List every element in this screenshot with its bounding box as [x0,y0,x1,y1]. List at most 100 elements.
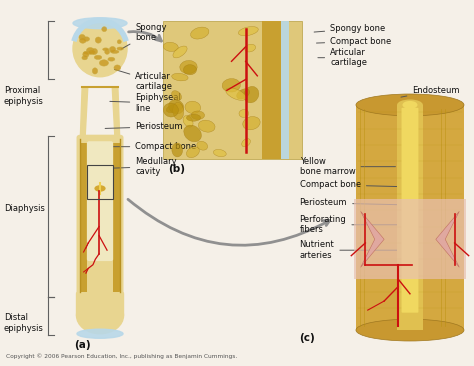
Polygon shape [361,211,384,267]
Ellipse shape [213,149,226,157]
Text: Perforating
fibers: Perforating fibers [300,215,402,235]
Text: Articular
cartilage: Articular cartilage [318,48,367,67]
Text: Compact bone: Compact bone [317,37,392,46]
Ellipse shape [83,52,89,57]
Text: Periosteum: Periosteum [300,198,400,208]
Text: (b): (b) [168,164,185,174]
Polygon shape [436,211,459,267]
FancyBboxPatch shape [354,199,466,279]
Ellipse shape [117,40,121,44]
Ellipse shape [197,141,208,150]
Ellipse shape [356,94,464,116]
Text: Proximal
epiphysis: Proximal epiphysis [4,86,44,105]
Ellipse shape [183,116,193,127]
Text: Endosteum: Endosteum [401,86,460,97]
Ellipse shape [169,100,184,114]
FancyBboxPatch shape [113,143,120,292]
Ellipse shape [83,37,90,41]
Ellipse shape [77,329,123,338]
Ellipse shape [198,120,215,132]
Ellipse shape [191,27,209,39]
Ellipse shape [100,60,109,66]
Ellipse shape [114,65,121,71]
Text: Spongy bone: Spongy bone [314,24,385,33]
Ellipse shape [103,48,109,51]
Text: Articular
cartilage: Articular cartilage [114,70,172,91]
Bar [87,165,113,199]
Ellipse shape [185,101,201,113]
Ellipse shape [86,48,94,53]
Polygon shape [80,87,88,139]
Ellipse shape [163,42,178,52]
Ellipse shape [180,60,197,74]
FancyBboxPatch shape [356,105,464,330]
Ellipse shape [88,50,96,55]
Ellipse shape [244,86,259,103]
Text: Epiphyseal
line: Epiphyseal line [110,93,181,113]
Ellipse shape [243,116,260,130]
Text: Spongy
bone: Spongy bone [121,23,167,49]
Polygon shape [113,292,120,308]
FancyBboxPatch shape [164,21,302,159]
Ellipse shape [117,47,124,50]
Ellipse shape [172,73,188,81]
FancyBboxPatch shape [401,108,419,313]
Ellipse shape [172,143,182,157]
Ellipse shape [95,37,101,43]
Ellipse shape [108,57,115,61]
Ellipse shape [186,147,200,158]
Ellipse shape [102,27,107,31]
FancyBboxPatch shape [87,141,113,261]
Polygon shape [112,87,120,139]
Ellipse shape [94,55,102,60]
Ellipse shape [166,104,182,113]
FancyBboxPatch shape [76,292,124,317]
Text: Compact bone: Compact bone [103,142,197,151]
Ellipse shape [183,65,197,75]
Text: Compact bone: Compact bone [300,180,398,189]
Text: Copyright © 2006 Pearson Education, Inc., publishing as Benjamin Cummings.: Copyright © 2006 Pearson Education, Inc.… [6,354,237,359]
Ellipse shape [92,68,98,74]
Ellipse shape [237,89,250,99]
Ellipse shape [245,44,255,52]
FancyBboxPatch shape [262,21,281,159]
Ellipse shape [402,101,418,109]
Ellipse shape [76,298,124,334]
Polygon shape [80,292,87,308]
Ellipse shape [79,34,85,40]
Text: Distal
epiphysis: Distal epiphysis [4,313,44,333]
Ellipse shape [191,111,205,119]
Ellipse shape [186,114,201,121]
Text: Medullary
cavity: Medullary cavity [105,157,177,176]
Ellipse shape [73,18,127,29]
Ellipse shape [242,139,250,147]
Text: Nutrient
arteries: Nutrient arteries [300,240,400,260]
FancyBboxPatch shape [281,21,289,159]
Ellipse shape [83,51,92,54]
Ellipse shape [173,46,187,58]
FancyBboxPatch shape [80,143,87,292]
Ellipse shape [397,100,423,111]
Ellipse shape [110,50,119,53]
Text: Yellow
bone marrow: Yellow bone marrow [300,157,395,176]
Ellipse shape [226,88,246,100]
Ellipse shape [238,27,258,36]
Ellipse shape [173,102,184,120]
Ellipse shape [109,46,116,52]
Ellipse shape [239,109,249,117]
Ellipse shape [164,103,178,117]
Text: (a): (a) [74,340,91,350]
Ellipse shape [105,50,109,54]
Text: (c): (c) [300,333,315,343]
Text: Periosteum: Periosteum [105,122,183,131]
Ellipse shape [184,125,201,142]
Ellipse shape [222,79,240,92]
Ellipse shape [73,20,127,77]
FancyBboxPatch shape [76,135,124,304]
Ellipse shape [91,49,98,55]
Ellipse shape [172,91,182,100]
Ellipse shape [82,56,88,60]
Ellipse shape [94,185,106,192]
Ellipse shape [80,38,86,43]
FancyBboxPatch shape [397,105,423,330]
